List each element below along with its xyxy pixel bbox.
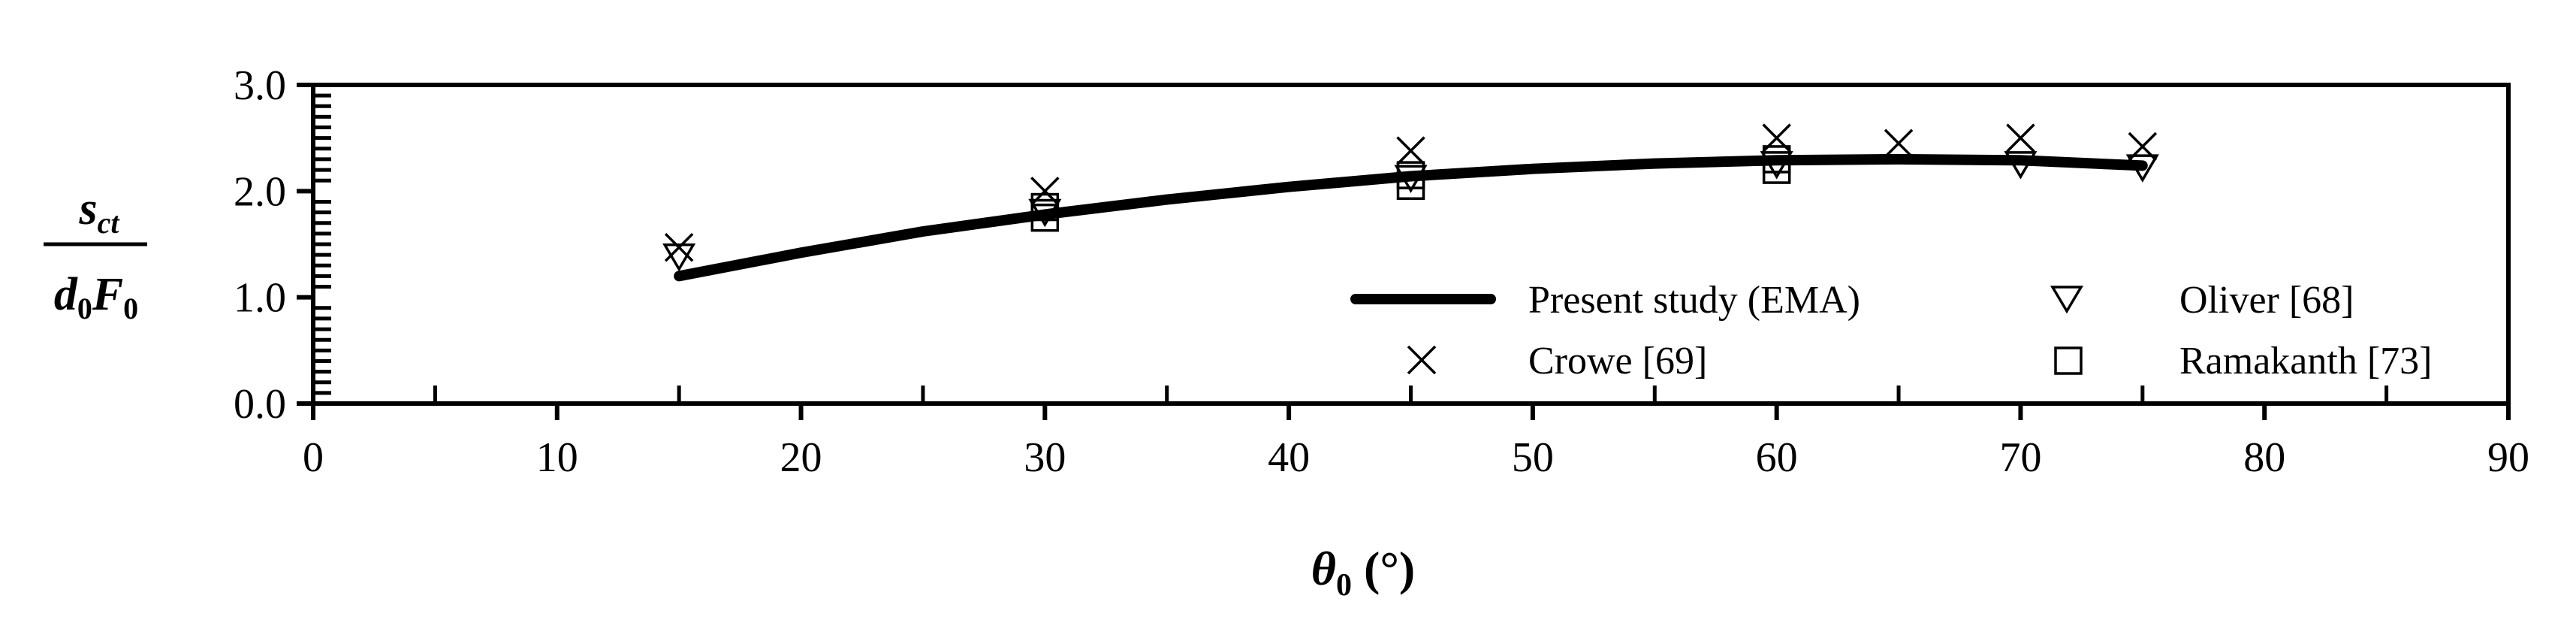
- minor-ticks: [313, 93, 2389, 404]
- legend-symbol-crowe: [1407, 345, 1437, 375]
- x-tick-label: 10: [536, 434, 578, 481]
- crowe-point: [2128, 132, 2158, 162]
- y-axis-den-a-sub: 0: [77, 292, 92, 325]
- crowe-point: [2006, 123, 2035, 153]
- ramakanth-point: [1030, 192, 1060, 222]
- x-tick-label: 80: [2243, 434, 2285, 481]
- x-tick-label: 60: [1756, 434, 1798, 481]
- x-axis-title: θ0 (°): [1311, 542, 1415, 603]
- y-axis-numerator: sct: [78, 183, 120, 240]
- crowe-point: [664, 233, 694, 262]
- legend-label-present-study: Present study (EMA): [1528, 279, 1860, 322]
- oliver-point: [1394, 165, 1428, 193]
- crowe-point: [1030, 177, 1060, 206]
- tick-labels: 0.0 1.0 2.0 3.0 0 10 20 30 40 50 60 70 80 90: [234, 62, 2529, 481]
- legend-symbol-ramakanth: [2054, 346, 2083, 375]
- x-tick-label: 20: [780, 434, 822, 481]
- y-axis-den-a: d: [54, 269, 78, 320]
- legend: Present study (EMA) Oliver [68] Crowe [6…: [1350, 279, 2432, 383]
- oliver-point: [662, 243, 696, 272]
- x-tick-label: 90: [2487, 434, 2529, 481]
- x-tick-label: 40: [1268, 434, 1310, 481]
- x-axis-symbol: θ: [1311, 542, 1336, 595]
- x-tick-label: 30: [1024, 434, 1066, 481]
- y-axis-title: sct d0F0: [44, 183, 147, 325]
- legend-label-ramakanth: Ramakanth [73]: [2179, 340, 2432, 383]
- y-axis-numerator-symbol: s: [78, 183, 97, 234]
- oliver-point: [2125, 154, 2159, 183]
- x-axis-unit: (°): [1352, 542, 1415, 595]
- x-tick-label: 0: [303, 434, 324, 481]
- x-tick-label: 70: [1999, 434, 2041, 481]
- present-study-line: [674, 153, 2148, 282]
- series-layer: [662, 123, 2159, 282]
- ramakanth-point: [1396, 161, 1425, 189]
- y-axis-numerator-sub: ct: [98, 206, 121, 240]
- crowe-point: [1396, 136, 1425, 165]
- legend-label-crowe: Crowe [69]: [1528, 340, 1707, 383]
- oliver-point: [1760, 151, 1793, 180]
- x-axis-symbol-sub: 0: [1336, 568, 1352, 603]
- oliver-point: [2004, 151, 2038, 180]
- y-axis-den-b: F: [92, 269, 123, 320]
- x-tick-label: 50: [1512, 434, 1554, 481]
- plot-frame: [311, 83, 2511, 406]
- y-tick-label: 1.0: [234, 275, 286, 322]
- legend-label-oliver: Oliver [68]: [2179, 279, 2354, 322]
- y-tick-label: 0.0: [234, 381, 286, 428]
- legend-symbol-oliver: [2050, 286, 2084, 314]
- oliver-point: [1028, 198, 1062, 228]
- major-ticks: [297, 83, 2511, 420]
- ramakanth-point: [1762, 145, 1791, 174]
- crowe-point: [1884, 129, 1914, 158]
- y-tick-label: 2.0: [234, 168, 286, 215]
- y-axis-denominator: d0F0: [54, 269, 138, 325]
- y-tick-label: 3.0: [234, 62, 286, 109]
- y-axis-den-b-sub: 0: [123, 292, 138, 325]
